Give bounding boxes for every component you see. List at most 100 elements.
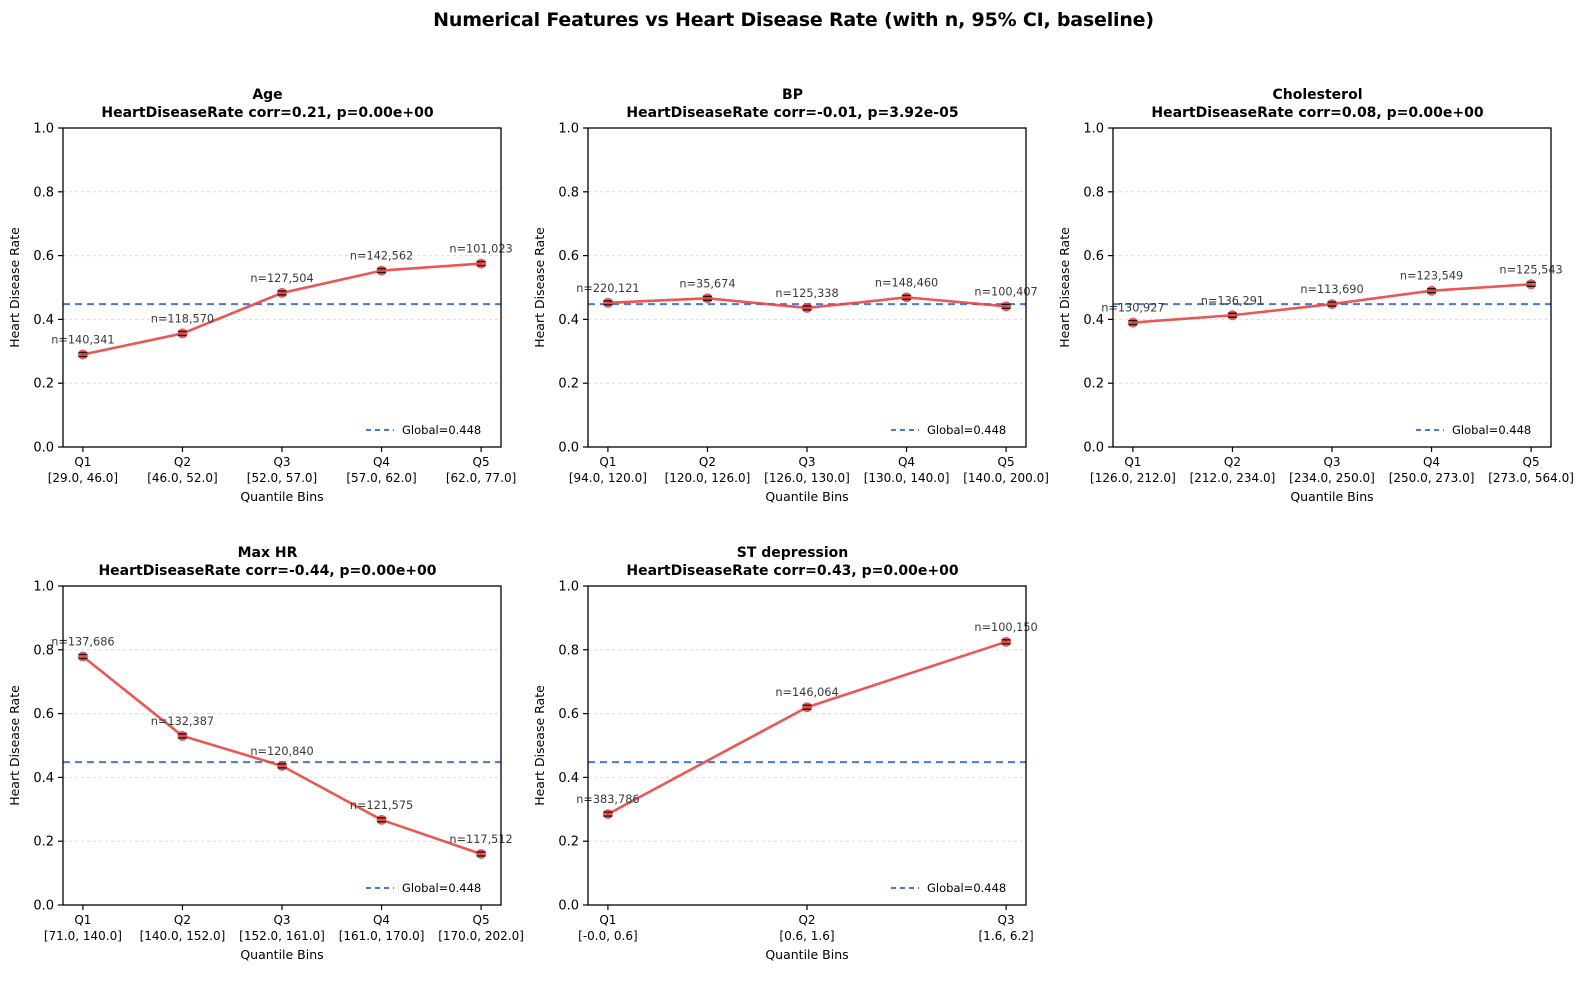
subplot-title-block: Age HeartDiseaseRate corr=0.21, p=0.00e+… xyxy=(5,87,530,122)
n-annotation: n=148,460 xyxy=(875,276,938,289)
n-annotation: n=123,549 xyxy=(1400,270,1463,283)
x-tick-label: Q2 xyxy=(1224,455,1241,469)
n-annotation: n=142,562 xyxy=(350,250,413,263)
n-annotation: n=127,504 xyxy=(250,272,313,285)
n-annotation: n=100,150 xyxy=(974,621,1037,634)
y-axis-label: Heart Disease Rate xyxy=(532,227,547,348)
y-tick-label: 0.2 xyxy=(33,835,54,850)
n-annotation: n=35,674 xyxy=(679,277,735,290)
y-tick-label: 1.0 xyxy=(1083,122,1104,137)
subplot-title: Max HR xyxy=(237,545,298,561)
subplot-subtitle: HeartDiseaseRate corr=-0.01, p=3.92e-05 xyxy=(626,104,959,121)
n-annotation: n=125,338 xyxy=(775,287,838,300)
y-tick-label: 1.0 xyxy=(558,122,579,137)
x-tick-range: [140.0, 152.0] xyxy=(140,929,226,943)
data-point xyxy=(1227,310,1238,321)
x-tick-range: [1.6, 6.2] xyxy=(979,929,1034,943)
subplot-subtitle: HeartDiseaseRate corr=0.08, p=0.00e+00 xyxy=(1151,104,1484,121)
data-point xyxy=(1426,285,1437,296)
y-axis-label: Heart Disease Rate xyxy=(532,685,547,806)
y-tick-label: 0.8 xyxy=(33,185,54,200)
y-tick-label: 0.6 xyxy=(558,249,579,264)
data-point xyxy=(277,287,287,298)
subplot-age: n=140,341 n=118,570 n=127,504 n=142,562 n=10… xyxy=(5,75,530,533)
x-tick-range: [170.0, 202.0] xyxy=(438,929,524,943)
x-tick-label: Q5 xyxy=(473,913,490,927)
data-point xyxy=(901,292,912,303)
subplot-title-block: Cholesterol HeartDiseaseRate corr=0.08, … xyxy=(1055,87,1580,122)
x-tick-label: Q1 xyxy=(599,913,616,927)
x-tick-label: Q2 xyxy=(174,455,191,469)
x-tick-range: [29.0, 46.0] xyxy=(48,471,118,485)
x-tick-label: Q1 xyxy=(599,455,616,469)
x-tick-label: Q3 xyxy=(1323,455,1340,469)
x-tick-range: [250.0, 273.0] xyxy=(1389,471,1475,485)
n-annotation: n=130,927 xyxy=(1101,302,1164,315)
x-tick-range: [62.0, 77.0] xyxy=(446,471,516,485)
x-tick-label: Q4 xyxy=(1423,455,1440,469)
legend-label: Global=0.448 xyxy=(927,423,1006,437)
subplot-title: Cholesterol xyxy=(1272,87,1363,103)
y-tick-label: 0.8 xyxy=(558,185,579,200)
n-annotation: n=136,291 xyxy=(1201,294,1264,307)
data-point xyxy=(602,297,613,308)
n-annotation: n=132,387 xyxy=(151,715,214,728)
data-point xyxy=(1127,317,1138,328)
plot-area xyxy=(588,586,1026,905)
n-annotation: n=220,121 xyxy=(576,282,639,295)
x-tick-label: Q2 xyxy=(174,913,191,927)
subplot-cholesterol: n=130,927 n=136,291 n=113,690 n=123,549 n=12… xyxy=(1055,75,1580,533)
n-annotation: n=383,786 xyxy=(576,793,639,806)
data-point xyxy=(1327,299,1337,310)
plot-area xyxy=(63,128,501,447)
legend-label: Global=0.448 xyxy=(402,423,481,437)
n-annotation: n=117,512 xyxy=(449,833,512,846)
y-tick-label: 0.2 xyxy=(558,835,579,850)
legend-label: Global=0.448 xyxy=(1452,423,1531,437)
x-axis-label: Quantile Bins xyxy=(765,947,848,962)
data-point xyxy=(177,328,188,339)
x-tick-range: [212.0, 234.0] xyxy=(1190,471,1276,485)
x-tick-label: Q2 xyxy=(798,913,815,927)
legend-label: Global=0.448 xyxy=(927,881,1006,895)
data-point xyxy=(1001,301,1012,312)
x-tick-range: [52.0, 57.0] xyxy=(247,471,317,485)
data-point xyxy=(177,730,188,741)
subplot-title-block: ST depression HeartDiseaseRate corr=0.43… xyxy=(530,545,1055,580)
data-point xyxy=(77,651,88,662)
n-annotation: n=137,686 xyxy=(51,635,114,648)
chart-svg-age: n=140,341 n=118,570 n=127,504 n=142,562 n=10… xyxy=(7,122,516,505)
x-axis-label: Quantile Bins xyxy=(765,489,848,504)
x-tick-range: [234.0, 250.0] xyxy=(1289,471,1375,485)
data-point xyxy=(476,848,487,859)
x-tick-label: Q1 xyxy=(74,913,91,927)
data-point xyxy=(476,258,487,269)
x-axis-label: Quantile Bins xyxy=(1290,489,1373,504)
chart-svg-bp: n=220,121 n=35,674 n=125,338 n=148,460 n=100… xyxy=(532,122,1049,505)
x-tick-range: [161.0, 170.0] xyxy=(339,929,425,943)
y-axis-label: Heart Disease Rate xyxy=(7,227,22,348)
x-tick-label: Q3 xyxy=(798,455,815,469)
x-tick-range: [-0.0, 0.6] xyxy=(578,929,638,943)
data-point xyxy=(702,293,713,304)
y-tick-label: 0.6 xyxy=(33,707,54,722)
subplot-title: ST depression xyxy=(736,545,849,561)
x-tick-label: Q5 xyxy=(1523,455,1540,469)
x-tick-label: Q3 xyxy=(273,455,290,469)
data-point xyxy=(77,349,88,360)
data-point xyxy=(1001,636,1012,647)
subplot-max-hr: n=137,686 n=132,387 n=120,840 n=121,575 n=11… xyxy=(5,533,530,985)
x-tick-label: Q4 xyxy=(898,455,915,469)
subplot-title-block: BP HeartDiseaseRate corr=-0.01, p=3.92e-… xyxy=(530,87,1055,122)
subplot-st-depression: n=383,786 n=146,064 n=100,150 0.0 0.2 0.4 0.6 0… xyxy=(530,533,1055,985)
figure-title: Numerical Features vs Heart Disease Rate… xyxy=(433,9,1154,31)
subplot-subtitle: HeartDiseaseRate corr=0.21, p=0.00e+00 xyxy=(101,104,434,121)
n-annotation: n=146,064 xyxy=(775,686,838,699)
x-tick-label: Q4 xyxy=(373,913,390,927)
data-point xyxy=(802,302,812,313)
x-tick-range: [152.0, 161.0] xyxy=(239,929,325,943)
y-tick-label: 0.6 xyxy=(558,707,579,722)
x-axis-label: Quantile Bins xyxy=(240,947,323,962)
n-annotation: n=140,341 xyxy=(51,333,114,346)
x-tick-label: Q5 xyxy=(473,455,490,469)
